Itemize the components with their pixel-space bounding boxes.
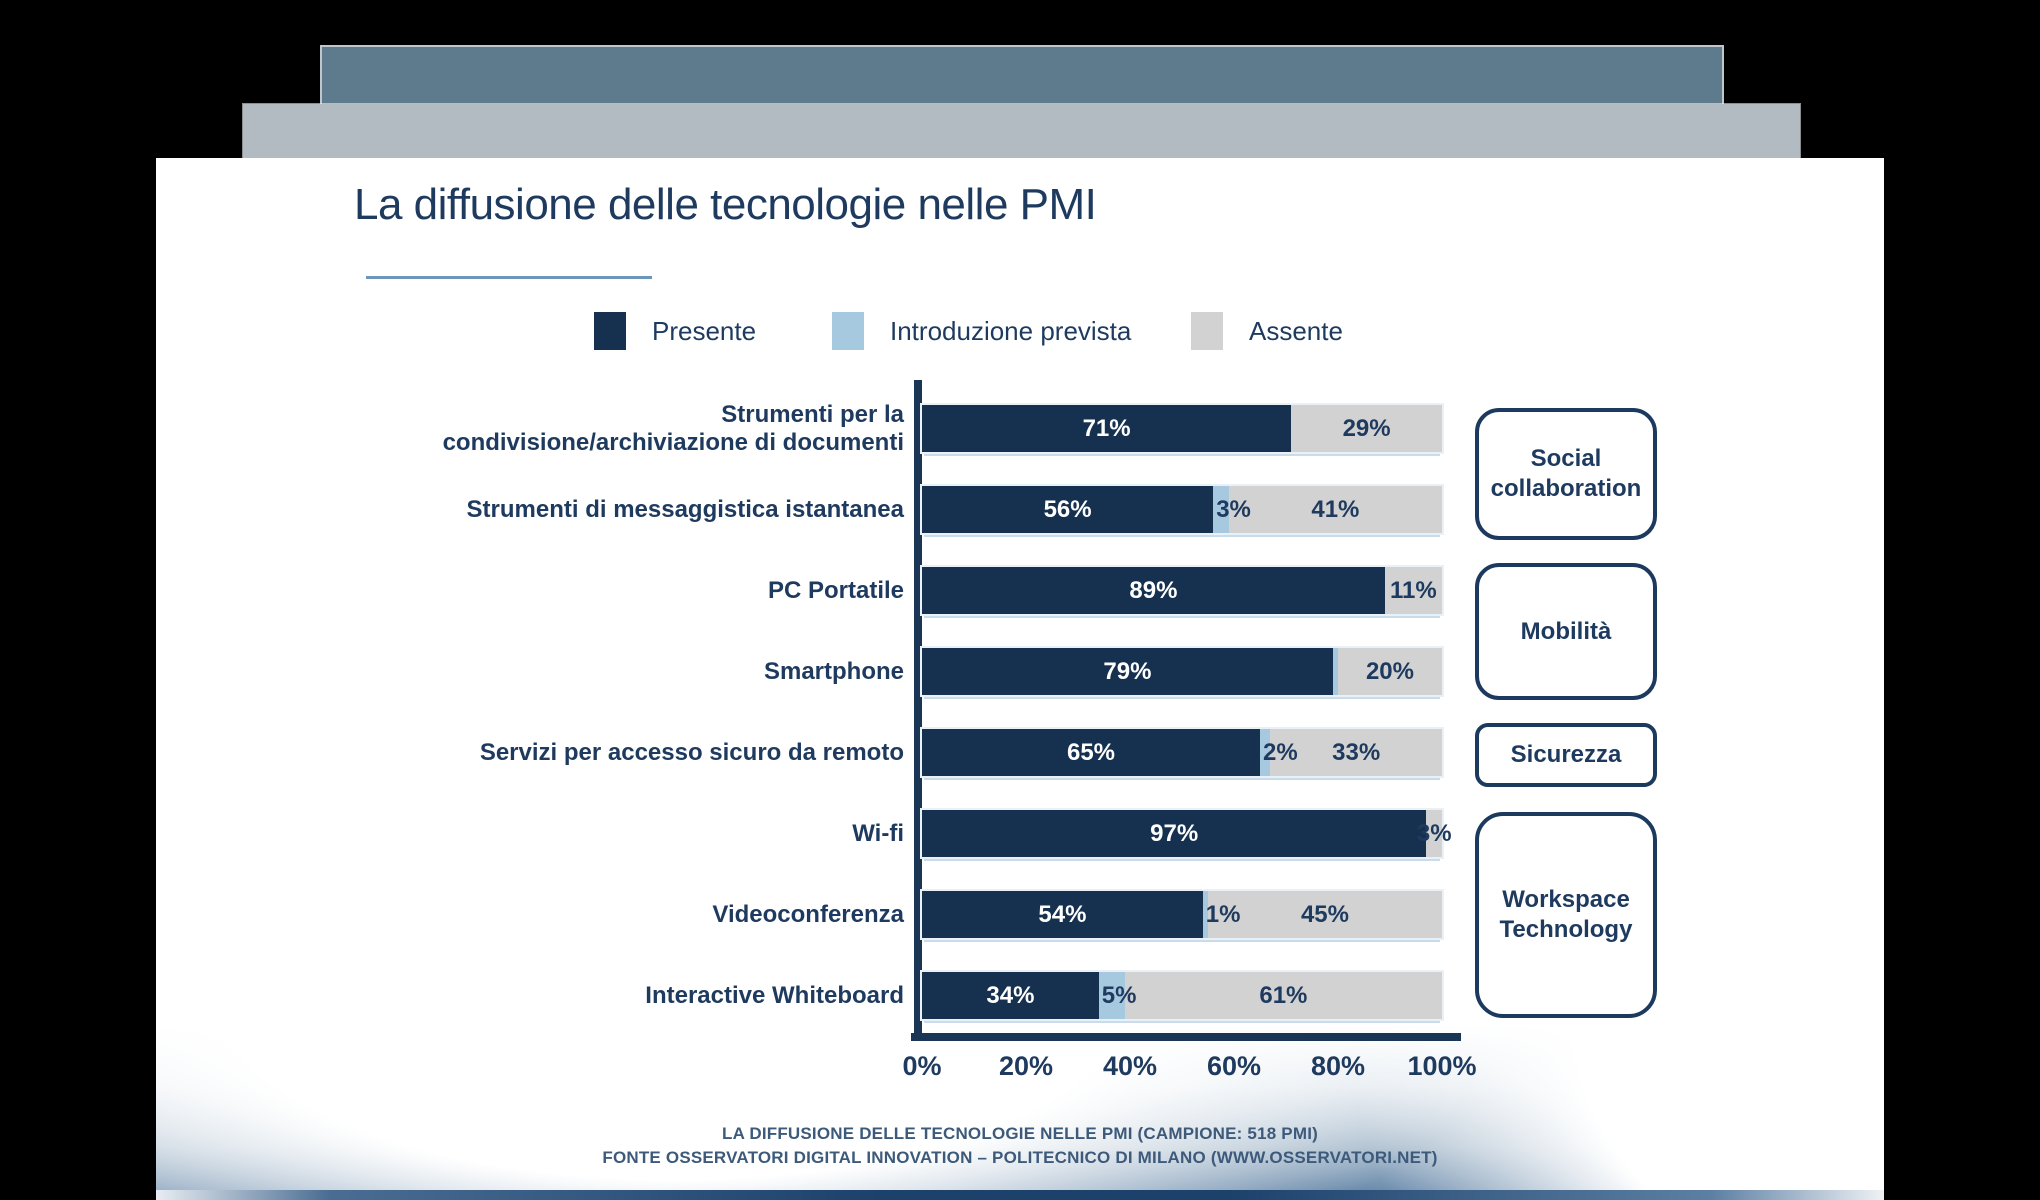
row-label: Servizi per accesso sicuro da remoto <box>479 738 904 766</box>
bar: 97% 3% <box>922 810 1452 857</box>
footer-line-2: FONTE OSSERVATORI DIGITAL INNOVATION – P… <box>602 1148 1438 1167</box>
legend-item-introduzione-prevista: Introduzione prevista <box>832 310 1131 352</box>
x-axis-tick: 80% <box>1310 1051 1366 1081</box>
row-label: Interactive Whiteboard <box>645 981 904 1009</box>
row-label: Videoconferenza <box>712 900 904 928</box>
bar-segment-assente: 45% <box>1207 891 1442 938</box>
x-axis-tick: 60% <box>1206 1051 1262 1081</box>
bar-segment-assente: 61% <box>1124 972 1442 1019</box>
legend-swatch-assente-icon <box>1191 312 1223 350</box>
bar: 71% 29% <box>922 405 1442 452</box>
bar-segment-presente: 34% <box>922 972 1099 1019</box>
y-axis-line <box>914 380 922 1041</box>
row-label: Strumenti per la condivisione/archiviazio… <box>442 400 904 456</box>
bar-segment-prevista <box>1202 891 1208 938</box>
legend-item-presente: Presente <box>594 310 756 352</box>
bar-segment-assente: 29% <box>1291 405 1442 452</box>
slide: La diffusione delle tecnologie nelle PMI… <box>156 158 1884 1200</box>
x-axis-line <box>911 1033 1461 1041</box>
group-box-sicurezza: Sicurezza <box>1475 723 1657 787</box>
deck-middle-bar <box>243 104 1800 158</box>
bar-segment-prevista <box>1260 729 1271 776</box>
bar-value-prevista: 2% <box>1263 738 1298 766</box>
bar-segment-presente: 54% <box>922 891 1203 938</box>
bar-segment-presente: 65% <box>922 729 1260 776</box>
bar: 79% 20% <box>922 648 1442 695</box>
bar-segment-assente: 3% <box>1417 810 1452 857</box>
bar: 54% 45% 1% <box>922 891 1442 938</box>
legend-label: Presente <box>652 315 757 346</box>
bar-segment-prevista <box>1213 486 1229 533</box>
bar-segment-presente: 89% <box>922 567 1385 614</box>
bar-segment-prevista <box>1098 972 1125 1019</box>
bar-segment-presente: 97% <box>922 810 1427 857</box>
row-label: PC Portatile <box>767 576 904 604</box>
group-box-label: Workspace Technology <box>1499 886 1633 943</box>
group-box-social-collaboration: Social collaboration <box>1475 408 1657 540</box>
bar-segment-assente: 11% <box>1384 567 1442 614</box>
bar: 65% 33% 2% <box>922 729 1442 776</box>
bar: 34% 61% 5% <box>922 972 1442 1019</box>
bar-value-prevista: 3% <box>1216 495 1251 523</box>
group-box-label: Social collaboration <box>1490 445 1642 502</box>
bar-value-prevista: 5% <box>1101 981 1137 1009</box>
legend-label: Assente <box>1249 315 1343 346</box>
x-axis-tick: 40% <box>1102 1051 1158 1081</box>
bar-segment-assente: 33% <box>1270 729 1442 776</box>
group-box-label: Mobilità <box>1520 617 1612 645</box>
group-box-label: Sicurezza <box>1510 741 1622 768</box>
legend-swatch-presente-icon <box>594 312 626 350</box>
bar-segment-presente: 71% <box>922 405 1292 452</box>
slide-bottom-strip <box>156 1190 1884 1200</box>
group-box-mobilita: Mobilità <box>1475 563 1657 700</box>
bar-segment-prevista <box>1332 648 1338 695</box>
slide-title: La diffusione delle tecnologie nelle PMI <box>354 180 1097 229</box>
bar: 56% 41% 3% <box>922 486 1442 533</box>
bar-segment-assente: 41% <box>1228 486 1442 533</box>
group-box-workspace-technology: Workspace Technology <box>1475 812 1657 1018</box>
x-axis-tick: 20% <box>998 1051 1054 1081</box>
bar-segment-presente: 79% <box>922 648 1333 695</box>
row-label: Strumenti di messaggistica istantanea <box>466 495 904 523</box>
row-label: Smartphone <box>763 657 904 685</box>
bar-segment-assente: 20% <box>1337 648 1442 695</box>
legend-swatch-prevista-icon <box>832 312 864 350</box>
legend-label: Introduzione prevista <box>890 315 1132 346</box>
row-label: Wi-fi <box>852 819 904 847</box>
slide-bottom-gradient <box>156 1025 1884 1200</box>
footer-line-1: LA DIFFUSIONE DELLE TECNOLOGIE NELLE PMI… <box>721 1124 1318 1143</box>
title-underline <box>366 276 652 279</box>
x-axis-tick: 0% <box>902 1051 942 1081</box>
bar-segment-presente: 56% <box>922 486 1214 533</box>
deck-top-bar <box>322 47 1722 105</box>
bar: 89% 11% <box>922 567 1442 614</box>
bar-value-prevista: 1% <box>1205 900 1241 928</box>
x-axis-tick: 100% <box>1407 1051 1477 1081</box>
legend-item-assente: Assente <box>1191 310 1343 352</box>
